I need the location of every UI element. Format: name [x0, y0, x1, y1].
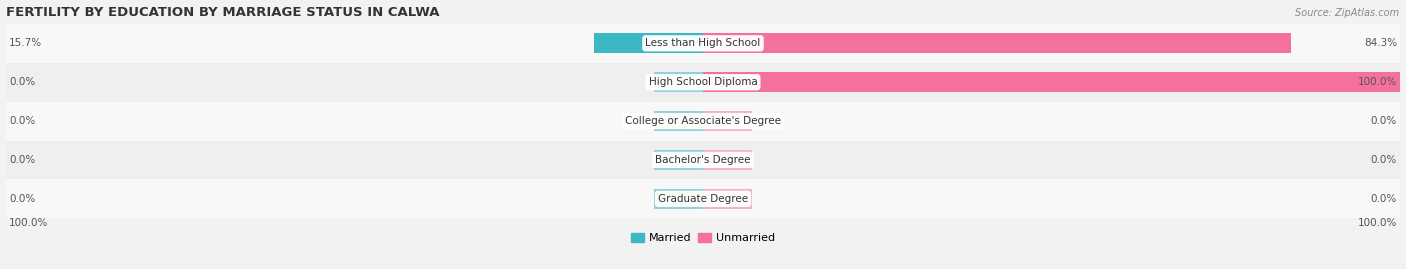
Text: 0.0%: 0.0% [1371, 155, 1398, 165]
Text: 84.3%: 84.3% [1364, 38, 1398, 48]
Text: 0.0%: 0.0% [8, 194, 35, 204]
Legend: Married, Unmarried: Married, Unmarried [627, 228, 779, 248]
Text: 0.0%: 0.0% [8, 77, 35, 87]
Text: 0.0%: 0.0% [1371, 194, 1398, 204]
Bar [654, 189, 703, 209]
Bar [6, 63, 1400, 102]
Bar [6, 24, 1400, 63]
Text: High School Diploma: High School Diploma [648, 77, 758, 87]
Bar [6, 179, 1400, 218]
Text: 100.0%: 100.0% [1358, 77, 1398, 87]
Text: Bachelor's Degree: Bachelor's Degree [655, 155, 751, 165]
Bar [703, 33, 1291, 54]
Bar [703, 150, 752, 170]
Bar [703, 72, 1400, 92]
Text: 15.7%: 15.7% [8, 38, 42, 48]
Text: FERTILITY BY EDUCATION BY MARRIAGE STATUS IN CALWA: FERTILITY BY EDUCATION BY MARRIAGE STATU… [6, 6, 439, 19]
Text: College or Associate's Degree: College or Associate's Degree [626, 116, 780, 126]
Text: 0.0%: 0.0% [8, 155, 35, 165]
Text: 0.0%: 0.0% [1371, 116, 1398, 126]
Text: Graduate Degree: Graduate Degree [658, 194, 748, 204]
Bar [6, 102, 1400, 140]
Text: 0.0%: 0.0% [8, 116, 35, 126]
Text: Less than High School: Less than High School [645, 38, 761, 48]
Bar [6, 140, 1400, 179]
Bar [703, 111, 752, 131]
Bar [654, 150, 703, 170]
Text: 100.0%: 100.0% [1358, 218, 1398, 228]
Text: 100.0%: 100.0% [8, 218, 48, 228]
Bar [654, 111, 703, 131]
Bar [654, 72, 703, 92]
Text: Source: ZipAtlas.com: Source: ZipAtlas.com [1295, 8, 1399, 18]
Bar [703, 189, 752, 209]
Bar [593, 33, 703, 54]
